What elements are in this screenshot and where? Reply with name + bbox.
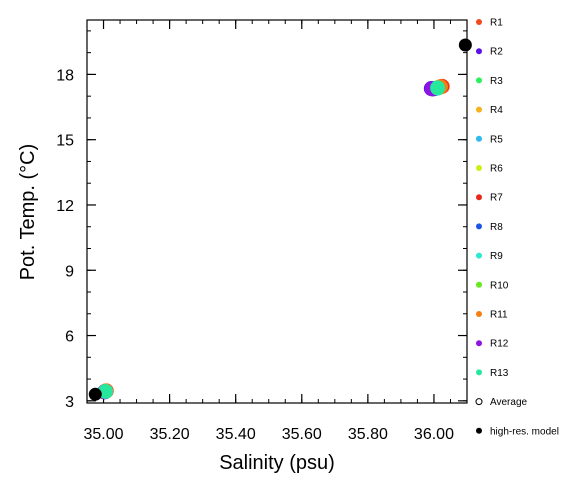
legend-marker: [476, 252, 482, 259]
x-tick-label: 35.40: [216, 426, 256, 443]
plot-frame: [86, 19, 468, 404]
legend-label: R13: [490, 368, 509, 379]
data-point: [430, 80, 446, 96]
legend-label: R2: [490, 47, 503, 58]
data-point: [88, 387, 102, 401]
legend-label: R11: [490, 310, 508, 321]
legend-marker: [476, 48, 482, 55]
y-tick-label: 15: [56, 133, 74, 150]
x-tick-label: 36.00: [414, 426, 454, 443]
legend-label: Average: [490, 397, 528, 408]
legend-marker: [476, 135, 482, 142]
y-tick-label: 6: [65, 329, 74, 346]
data-point: [458, 38, 472, 52]
legend-label: high-res. model: [490, 426, 559, 437]
legend-label: R7: [490, 193, 503, 204]
legend-label: R4: [490, 105, 503, 116]
legend-marker: [476, 19, 482, 25]
legend-marker: [476, 223, 482, 230]
legend-marker: [476, 340, 482, 347]
y-tick-label: 9: [65, 263, 74, 280]
legend-marker: [476, 106, 482, 113]
legend-marker: [476, 311, 482, 317]
x-axis-title: Salinity (psu): [219, 452, 335, 474]
data-point: [98, 383, 114, 399]
x-tick-label: 35.00: [83, 426, 123, 443]
legend-label: R9: [490, 251, 503, 262]
legend-label: R3: [490, 76, 503, 87]
legend-marker: [476, 281, 482, 288]
legend-label: R10: [490, 280, 509, 291]
legend: R1 R2 R3 R4 R5 R6 R7 R8 R9 R10 R11 R12 R13 Average hig…: [475, 18, 559, 437]
legend-marker: [476, 427, 482, 434]
legend-label: R1: [490, 18, 503, 29]
data-points: [88, 38, 472, 401]
y-tick-label: 18: [56, 67, 74, 84]
legend-marker: [476, 194, 482, 201]
legend-marker: [475, 398, 483, 406]
legend-label: R12: [490, 339, 509, 350]
x-tick-label: 35.20: [150, 426, 190, 443]
legend-marker: [476, 77, 482, 84]
axis-ticks: 35.00 35.20 35.40 35.60 35.80 36.00 3 6 9 12 15 18: [56, 20, 468, 443]
x-tick-label: 35.80: [348, 426, 388, 443]
y-axis-title: Pot. Temp. (°C): [17, 144, 39, 281]
y-tick-label: 12: [56, 198, 74, 215]
x-tick-label: 35.60: [282, 426, 322, 443]
legend-label: R8: [490, 222, 503, 233]
legend-marker: [476, 369, 482, 376]
legend-label: R5: [490, 134, 503, 145]
legend-marker: [476, 165, 482, 171]
legend-label: R6: [490, 164, 503, 175]
y-tick-label: 3: [65, 394, 74, 411]
